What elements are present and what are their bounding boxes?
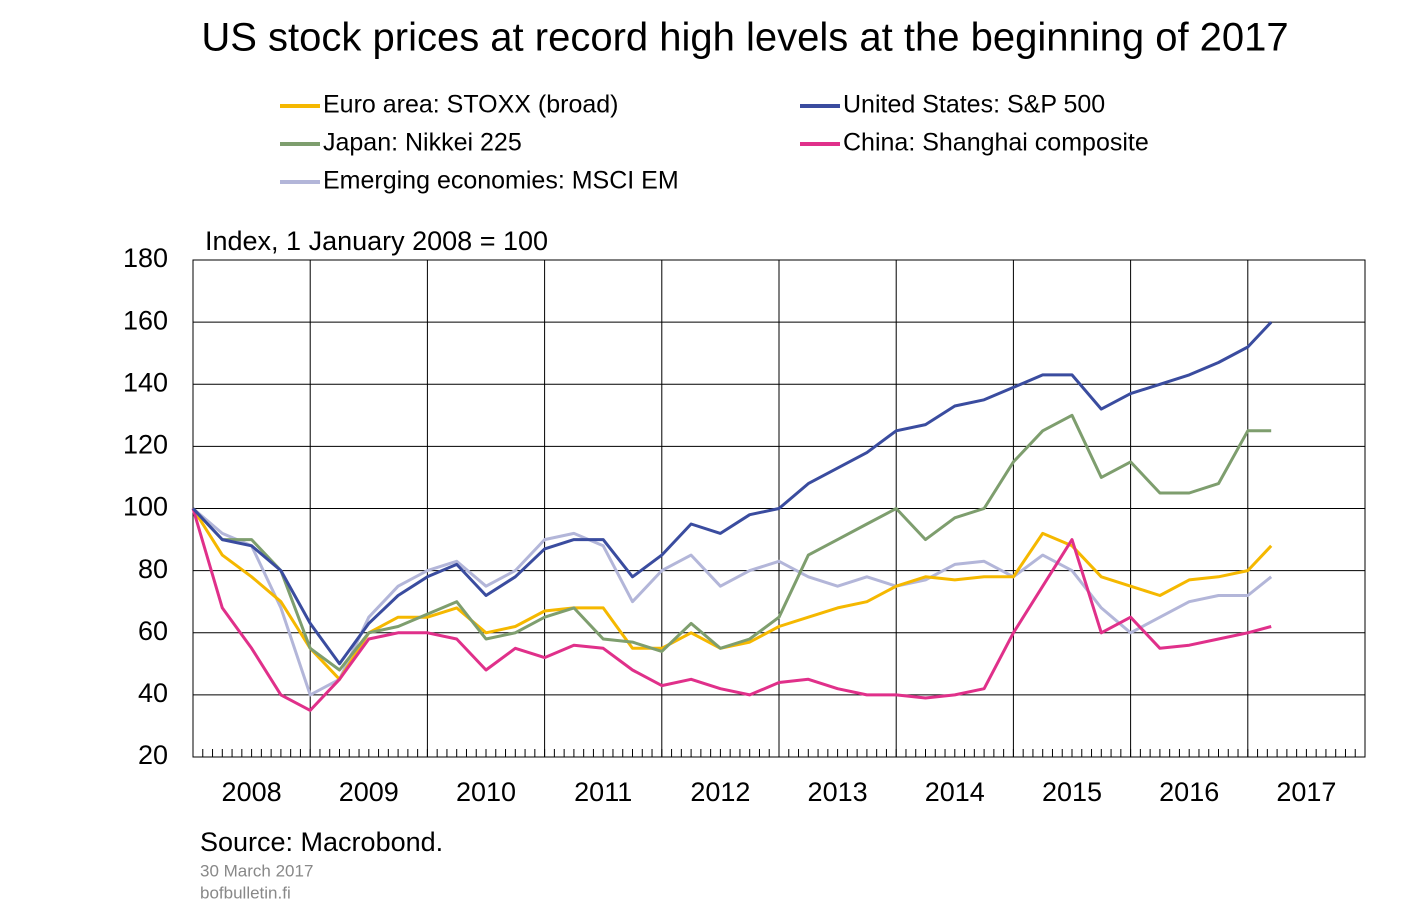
series-line [192,507,1273,697]
y-tick-label: 140 [123,367,168,397]
source: Source: Macrobond. [200,827,443,857]
y-tick-label: 40 [138,678,168,708]
date: 30 March 2017 [200,861,313,880]
x-tick-label: 2010 [456,777,516,807]
y-tick-label: 80 [138,554,168,584]
x-tick-label: 2014 [925,777,985,807]
x-tick-label: 2008 [222,777,282,807]
x-tick-label: 2009 [339,777,399,807]
x-tick-label: 2017 [1276,777,1336,807]
x-tick-label: 2013 [808,777,868,807]
y-tick-label: 20 [138,740,168,770]
x-tick-label: 2011 [574,777,632,807]
x-tick-label: 2015 [1042,777,1102,807]
series-line [191,321,1273,666]
legend-label: United States: S&P 500 [843,91,1105,119]
legend-label: Japan: Nikkei 225 [323,129,522,157]
y-tick-label: 120 [123,430,168,460]
y-tick-label: 60 [138,616,168,646]
series-line [191,507,1273,681]
y-tick-label: 160 [123,305,168,335]
y-axis-label: Index, 1 January 2008 = 100 [205,226,548,256]
series-line [191,508,1272,712]
legend-label: Emerging economies: MSCI EM [323,167,679,195]
y-tick-label: 100 [123,492,168,522]
site: bofbulletin.fi [200,883,291,902]
series-line [191,413,1272,672]
x-tick-label: 2016 [1159,777,1219,807]
chart-title: US stock prices at record high levels at… [201,16,1288,60]
legend-label: China: Shanghai composite [843,129,1149,157]
legend-label: Euro area: STOXX (broad) [323,91,619,119]
x-tick-label: 2012 [690,777,750,807]
y-tick-label: 180 [123,243,168,273]
